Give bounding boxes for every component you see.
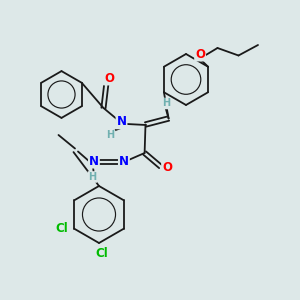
Text: H: H <box>162 98 171 109</box>
Text: O: O <box>162 160 172 174</box>
Text: Cl: Cl <box>55 222 68 235</box>
Text: O: O <box>195 47 205 61</box>
Text: H: H <box>106 130 115 140</box>
Text: N: N <box>89 154 99 168</box>
Text: Cl: Cl <box>96 247 108 260</box>
Text: N: N <box>119 154 129 168</box>
Text: O: O <box>104 71 114 85</box>
Text: N: N <box>116 115 127 128</box>
Text: H: H <box>88 172 97 182</box>
